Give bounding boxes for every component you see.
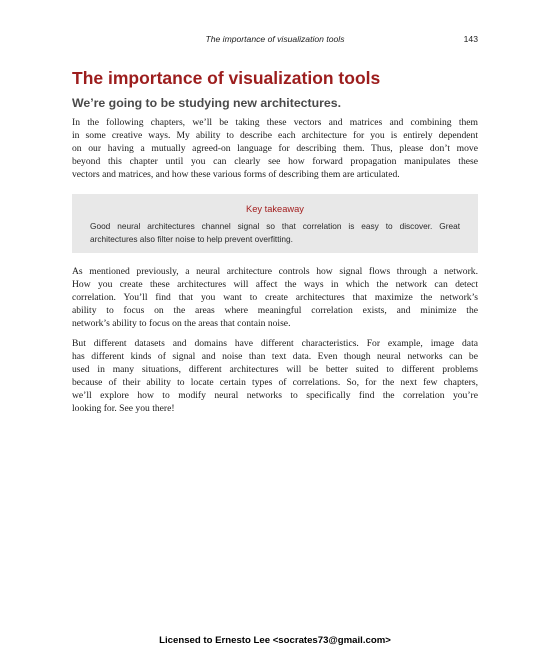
paragraph-line: beyond this chapter until you can clearl… <box>72 156 478 168</box>
key-takeaway-body: Good neural architectures channel signal… <box>90 220 460 245</box>
takeaway-line: architectures also filter noise to help … <box>90 233 293 244</box>
takeaway-line: Good neural architectures channel signal… <box>90 221 460 231</box>
paragraph-line: correlation. You’ll find that you want t… <box>72 292 478 304</box>
paragraph-line: we’ll explore how to modify neural netwo… <box>72 390 478 402</box>
subheading: We’re going to be studying new architect… <box>72 96 341 110</box>
key-takeaway-title: Key takeaway <box>246 204 304 214</box>
license-footer: Licensed to Ernesto Lee <socrates73@gmai… <box>159 635 391 646</box>
running-head: The importance of visualization tools 14… <box>0 34 550 48</box>
paragraph-line: in some creative ways. My ability to des… <box>72 130 478 142</box>
paragraph-line: on our having a mutually agreed-on langu… <box>72 143 478 155</box>
page-number: 143 <box>463 34 478 44</box>
paragraph-line: ability to focus on the areas where mean… <box>72 305 478 317</box>
paragraph-line: How you create these architectures will … <box>72 279 478 291</box>
paragraph-line: has different kinds of signal and noise … <box>72 351 478 363</box>
paragraph-line: As mentioned previously, a neural archit… <box>72 266 478 277</box>
key-takeaway-box: Key takeaway Good neural architectures c… <box>72 194 478 253</box>
paragraph-line: In the following chapters, we’ll be taki… <box>72 117 478 128</box>
paragraph-line: vectors and matrices, and how these vari… <box>72 169 400 181</box>
paragraph-line: because of their ability to locate certa… <box>72 377 478 389</box>
paragraph-line: looking for. See you there! <box>72 403 175 415</box>
paragraph-line: network’s ability to focus on the areas … <box>72 318 291 330</box>
paragraph-datasets: But different datasets and domains have … <box>72 337 478 416</box>
paragraph-signal-flow: As mentioned previously, a neural archit… <box>72 265 478 330</box>
paragraph-intro: In the following chapters, we’ll be taki… <box>72 116 478 181</box>
section-title: The importance of visualization tools <box>72 68 381 88</box>
running-title: The importance of visualization tools <box>205 34 345 44</box>
paragraph-line: used in many situations, different archi… <box>72 364 478 376</box>
paragraph-line: But different datasets and domains have … <box>72 338 478 349</box>
